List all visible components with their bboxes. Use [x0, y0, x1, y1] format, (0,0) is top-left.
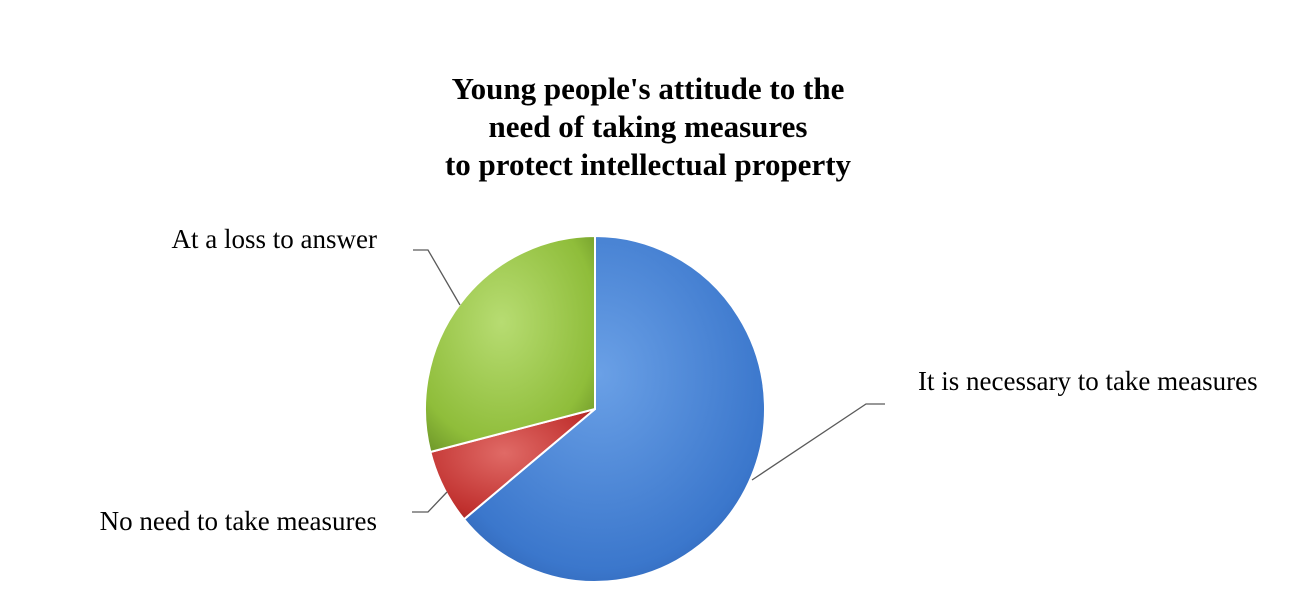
pie-slice-at-a-loss [424, 234, 596, 454]
slice-label-necessary: It is necessary to take measures [918, 366, 1258, 396]
slice-labels: It is necessary to take measures No need… [100, 224, 1258, 536]
chart-title: Young people's attitude to the need of t… [445, 71, 852, 182]
leader-line-no-need [412, 491, 448, 513]
leader-line-necessary [751, 403, 885, 481]
pie-slices [424, 234, 767, 583]
slice-label-at-a-loss: At a loss to answer [172, 224, 377, 254]
chart-title-line-1: Young people's attitude to the [452, 71, 845, 106]
slice-label-no-need: No need to take measures [100, 506, 377, 536]
chart-title-line-3: to protect intellectual property [445, 147, 852, 182]
pie-slice-necessary [462, 234, 767, 583]
chart-title-line-2: need of taking measures [489, 109, 808, 144]
leader-line-at-a-loss [413, 249, 461, 306]
